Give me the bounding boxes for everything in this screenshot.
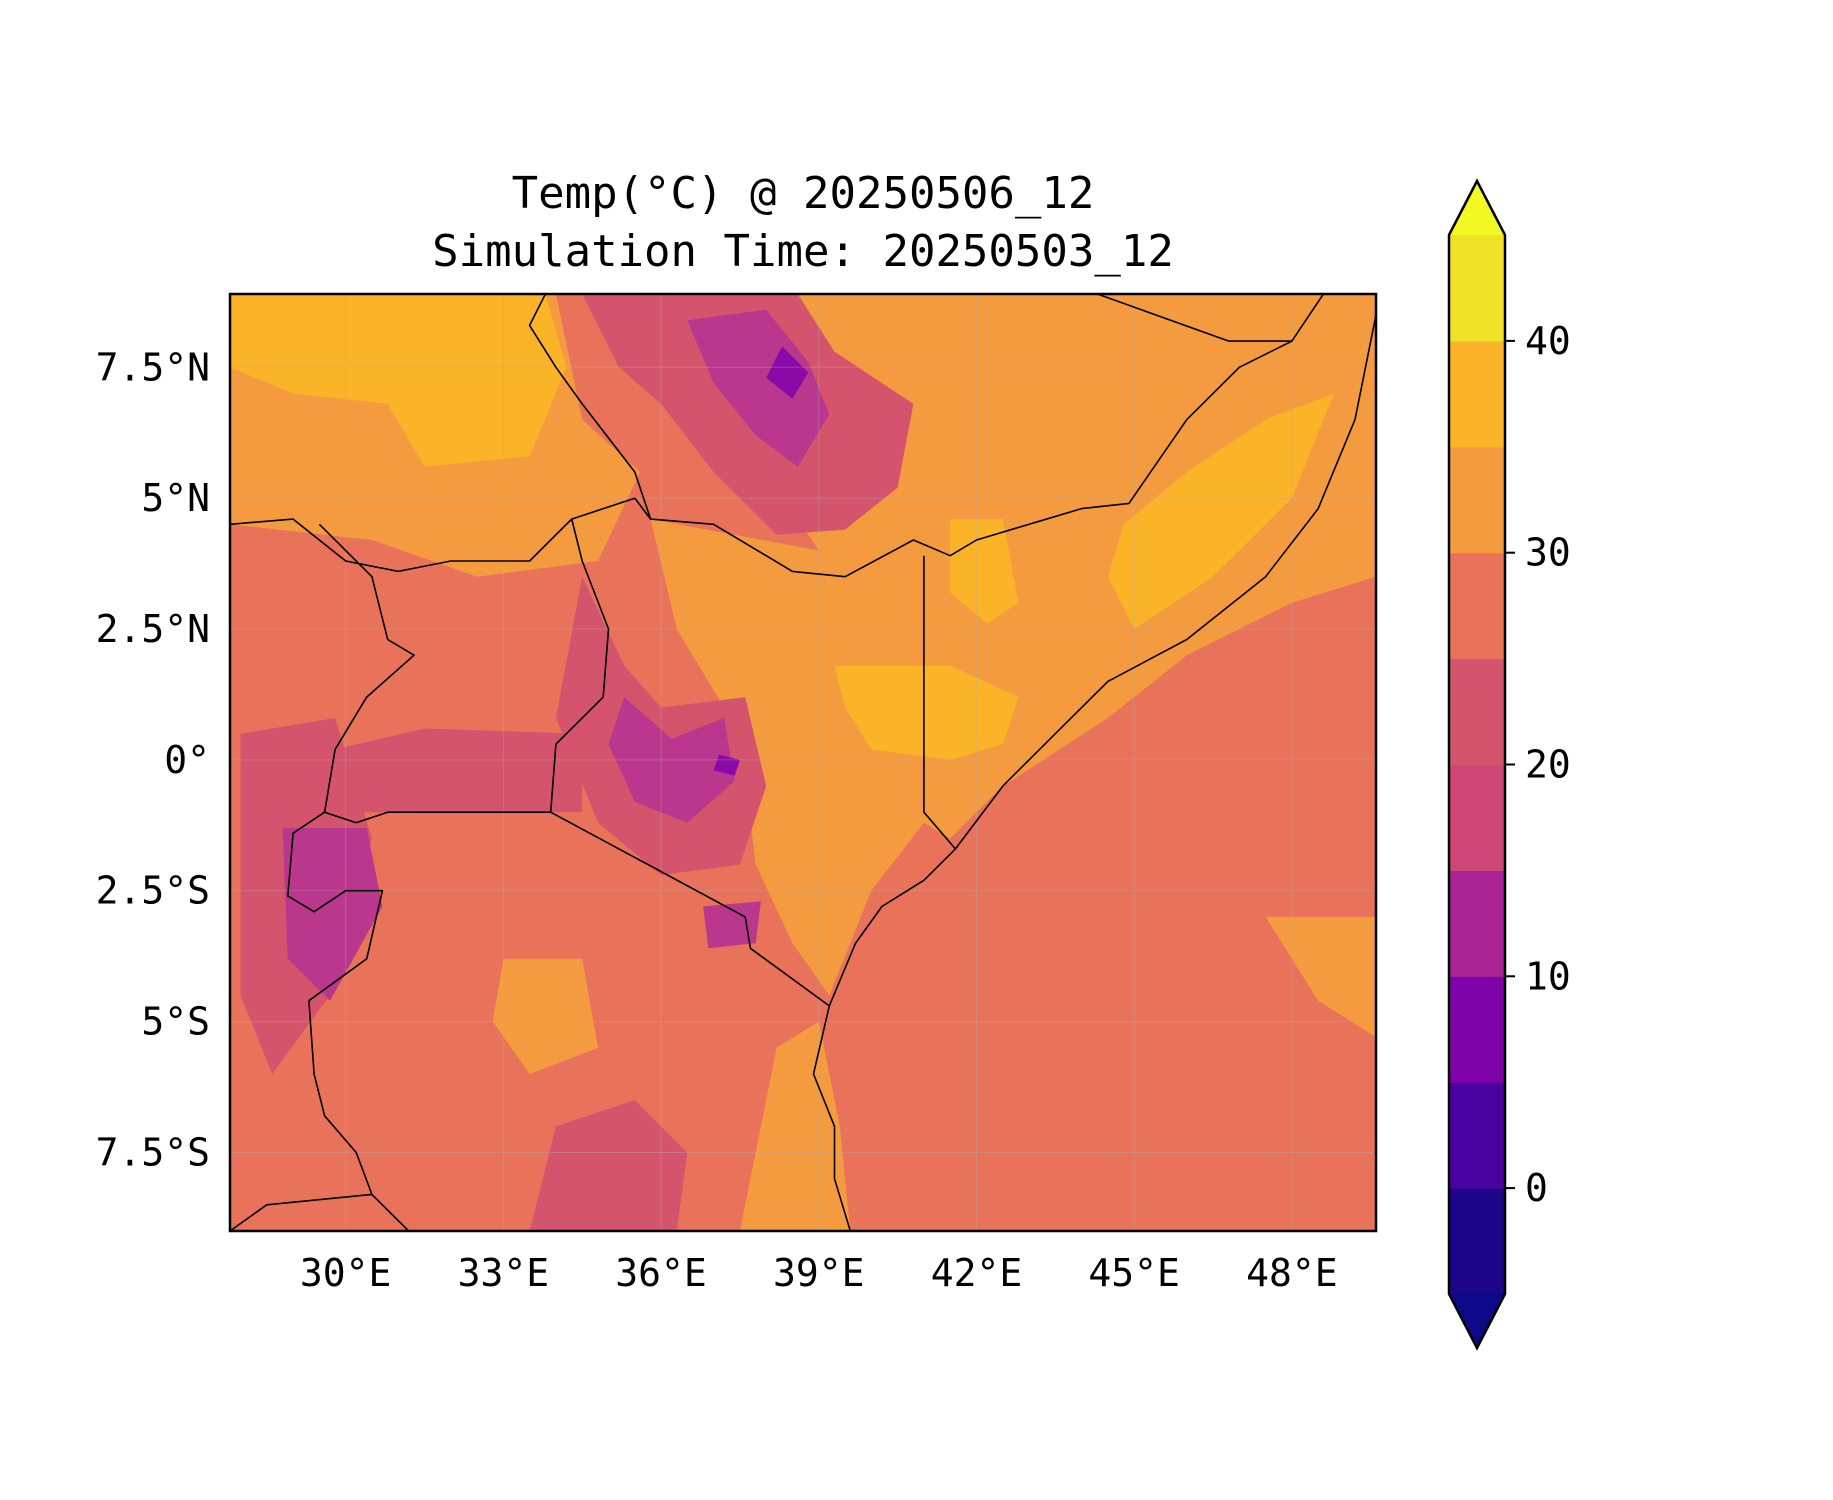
gridlines <box>230 294 1376 1231</box>
zone-ethiopia-somalia-warm <box>766 294 1376 839</box>
lon-tick-label: 39°E <box>773 1251 865 1295</box>
border-line <box>550 811 830 1007</box>
lat-tick-label: 5°S <box>141 1000 210 1044</box>
colorbar-segment <box>1449 340 1505 448</box>
colorbar-ticks: 0 10 20 30 40 <box>1505 319 1571 1210</box>
colorbar-segment <box>1449 446 1505 554</box>
colorbar-segment <box>1449 976 1505 1083</box>
temperature-zones <box>230 294 1376 1231</box>
zone-tanzania-central-warm <box>492 958 598 1074</box>
zone-ethiopian-highlands-cool <box>687 309 830 467</box>
zone-kilimanjaro <box>703 901 761 949</box>
colorbar-segment <box>1449 235 1505 342</box>
zone-rwanda-burundi <box>282 827 383 1001</box>
zone-somalia-hot <box>1107 393 1334 629</box>
zone-lake-victoria-basin <box>308 728 583 813</box>
colorbar-outline <box>1447 178 1507 1351</box>
colorbar: 0 10 20 30 40 <box>1447 178 1571 1351</box>
border-line <box>1097 294 1292 342</box>
lon-tick-label: 42°E <box>931 1251 1023 1295</box>
longitude-tick-labels: 30°E 33°E 36°E 39°E 42°E 45°E 48°E <box>300 1251 1338 1295</box>
colorbar-segment <box>1449 658 1505 766</box>
lat-tick-label: 0° <box>164 738 210 782</box>
colorbar-segment <box>1449 1082 1505 1189</box>
colorbar-tick-label: 30 <box>1525 531 1571 575</box>
latitude-tick-labels: 7.5°N 5°N 2.5°N 0° 2.5°S 5°S 7.5°S <box>96 345 210 1174</box>
colorbar-tick-label: 10 <box>1525 954 1571 998</box>
colorbar-tick-label: 40 <box>1525 319 1571 363</box>
colorbar-segment <box>1449 1188 1505 1295</box>
border-line <box>954 314 1376 850</box>
colorbar-tick-label: 20 <box>1525 743 1571 787</box>
border-line <box>812 848 956 1231</box>
title-line-1: Temp(°C) @ 20250506_12 <box>512 168 1095 219</box>
zone-mt-kenya <box>713 754 740 776</box>
zone-kenya-lowland <box>650 519 924 996</box>
zone-kenya-east-hot <box>834 665 1019 760</box>
zone-kenya-highlands <box>555 576 767 875</box>
colorbar-tick-label: 0 <box>1525 1166 1548 1210</box>
colorbar-segments <box>1449 235 1505 1295</box>
lat-tick-label: 7.5°N <box>96 345 210 389</box>
lon-tick-label: 36°E <box>615 1251 707 1295</box>
lat-tick-label: 2.5°S <box>96 869 210 913</box>
lon-tick-label: 33°E <box>458 1251 550 1295</box>
colorbar-under-arrow <box>1449 1294 1505 1348</box>
colorbar-segment <box>1449 552 1505 660</box>
border-line <box>230 1193 372 1231</box>
lon-tick-label: 30°E <box>300 1251 392 1295</box>
zone-kenya-highlands-cool <box>608 697 735 823</box>
lon-tick-label: 45°E <box>1088 1251 1180 1295</box>
border-line <box>230 294 1325 578</box>
zone-ethiopian-peak <box>766 346 809 399</box>
border-line <box>308 1000 410 1231</box>
border-line <box>528 294 652 520</box>
map-frame <box>228 292 1378 1233</box>
zone-indian-ocean-warm <box>1265 916 1376 1038</box>
lat-tick-label: 5°N <box>141 476 210 520</box>
zone-tanzania-coast-warm <box>739 1021 851 1231</box>
map-panel <box>228 292 1378 1233</box>
zone-south-sudan-hot <box>230 294 567 467</box>
colorbar-segment <box>1449 870 1505 977</box>
border-line <box>286 811 384 1002</box>
lon-tick-label: 48°E <box>1246 1251 1338 1295</box>
colorbar-over-arrow <box>1449 181 1505 235</box>
border-line <box>923 555 957 850</box>
country-borders <box>230 294 1376 1231</box>
border-line <box>318 518 610 824</box>
lat-tick-label: 2.5°N <box>96 607 210 651</box>
zone-tanzania-highlands <box>529 1100 688 1231</box>
lat-tick-label: 7.5°S <box>96 1130 210 1174</box>
colorbar-segment <box>1449 764 1505 871</box>
title-line-2: Simulation Time: 20250503_12 <box>432 226 1174 277</box>
